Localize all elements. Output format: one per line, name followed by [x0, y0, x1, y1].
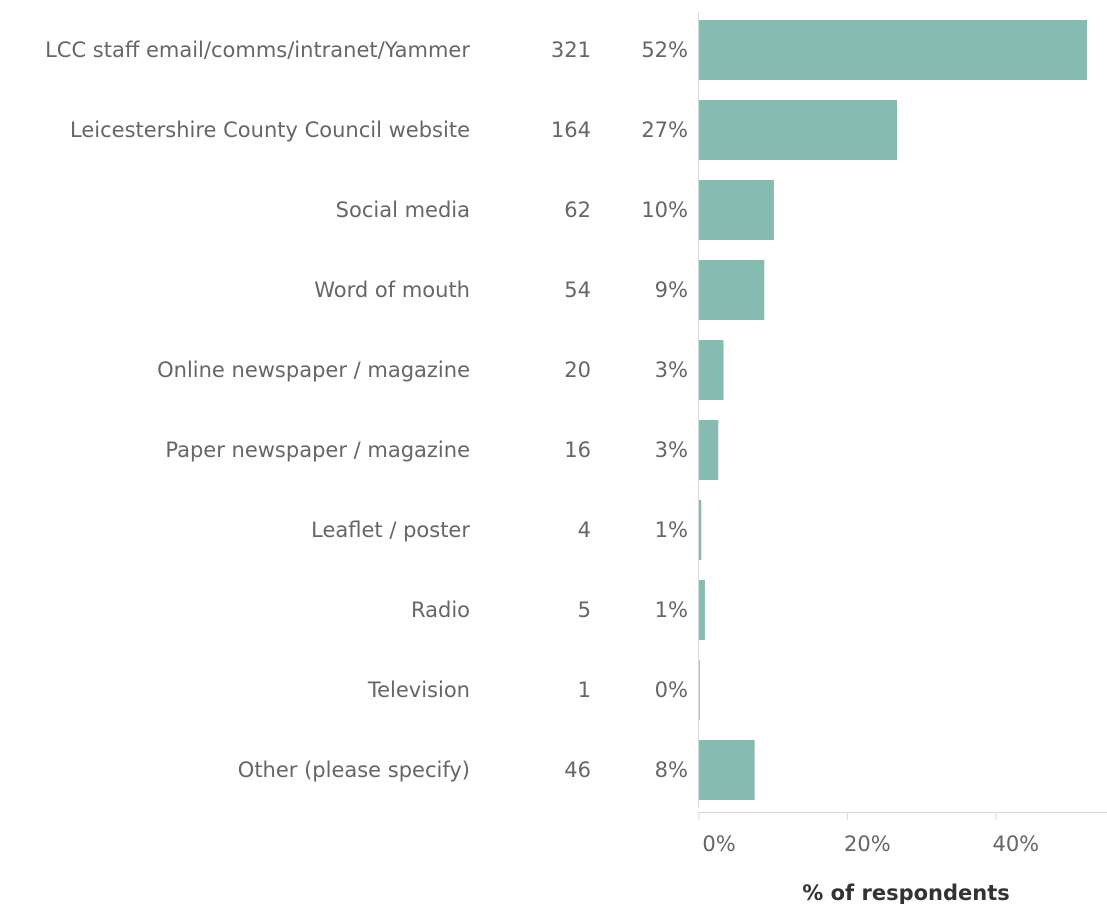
- count-label: 5: [578, 598, 591, 622]
- bar: [699, 180, 774, 240]
- bar: [699, 340, 724, 400]
- bar: [699, 20, 1088, 80]
- bar: [699, 100, 898, 160]
- x-tick-label: 40%: [992, 832, 1039, 856]
- category-labels: LCC staff email/comms/intranet/Yammer Lei…: [45, 38, 470, 782]
- count-label: 20: [564, 358, 591, 382]
- count-label: 62: [564, 198, 591, 222]
- count-label: 46: [564, 758, 591, 782]
- count-label: 321: [551, 38, 591, 62]
- category-label: Paper newspaper / magazine: [165, 438, 470, 462]
- x-tick-label: 0%: [702, 832, 735, 856]
- category-label: LCC staff email/comms/intranet/Yammer: [45, 38, 470, 62]
- bar: [699, 500, 702, 560]
- percent-label: 1%: [655, 518, 688, 542]
- percent-label: 0%: [655, 678, 688, 702]
- count-label: 16: [564, 438, 591, 462]
- x-tick-label: 20%: [844, 832, 891, 856]
- percent-label: 9%: [655, 278, 688, 302]
- x-axis-title: % of respondents: [802, 881, 1010, 904]
- count-label: 1: [578, 678, 591, 702]
- bar: [699, 420, 719, 480]
- category-label: Word of mouth: [314, 278, 470, 302]
- category-label: Radio: [411, 598, 470, 622]
- bar: [699, 660, 700, 720]
- category-label: Other (please specify): [238, 758, 470, 782]
- bars: [699, 20, 1088, 800]
- percent-label: 27%: [641, 118, 688, 142]
- bar: [699, 580, 705, 640]
- percent-label: 10%: [641, 198, 688, 222]
- category-label: Social media: [336, 198, 470, 222]
- bar: [699, 740, 755, 800]
- percent-label: 3%: [655, 358, 688, 382]
- percent-label: 52%: [641, 38, 688, 62]
- x-axis-ticks: 0% 20% 40%: [698, 812, 1039, 856]
- percent-label: 8%: [655, 758, 688, 782]
- category-label: Leicestershire County Council website: [70, 118, 470, 142]
- percent-label: 3%: [655, 438, 688, 462]
- category-label: Online newspaper / magazine: [157, 358, 470, 382]
- category-label: Television: [367, 678, 470, 702]
- percent-label: 1%: [655, 598, 688, 622]
- percent-labels: 52% 27% 10% 9% 3% 3% 1% 1% 0% 8%: [641, 38, 688, 782]
- count-label: 54: [564, 278, 591, 302]
- count-label: 4: [578, 518, 591, 542]
- count-label: 164: [551, 118, 591, 142]
- category-label: Leaflet / poster: [311, 518, 470, 542]
- bar: [699, 260, 765, 320]
